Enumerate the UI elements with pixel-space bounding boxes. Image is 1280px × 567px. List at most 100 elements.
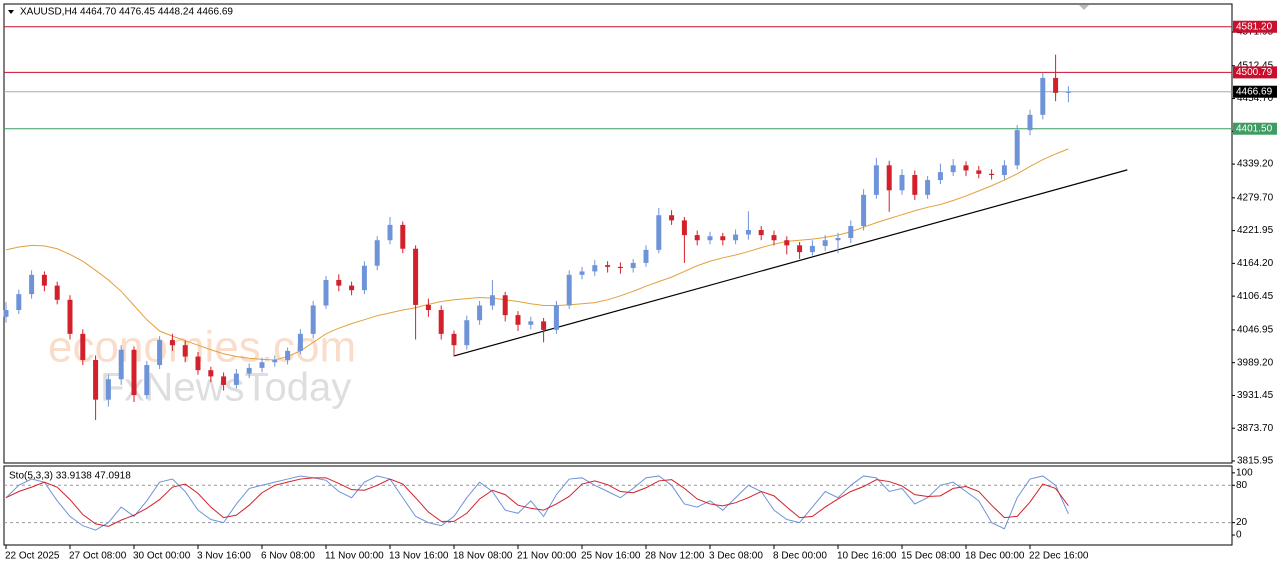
y-tick-label: 4512.45 [1237,60,1274,71]
candle-body [553,305,559,330]
indicator-title: Sto(5,3,3) 33.9138 47.0918 [9,471,131,482]
x-tick-label: 3 Dec 08:00 [709,551,763,562]
price-level-tag [1233,85,1277,98]
menu-arrow[interactable] [8,10,14,14]
trendline [453,169,1128,357]
candle-body [451,333,457,346]
oscillator-line [5,475,1069,531]
candle-body [16,294,22,311]
candle-body [758,230,764,236]
candle-body [464,320,470,346]
candle-body [963,165,969,171]
y-tick-label: 0 [1236,530,1242,541]
candle-body [784,240,790,246]
candle-body [592,265,598,272]
x-tick-label: 8 Dec 00:00 [773,551,827,562]
candle-body [221,376,227,385]
candle-body [835,237,841,241]
candle-body [1040,77,1046,115]
candle-body [93,359,99,400]
candle-body [771,235,777,241]
watermark: FxNewsToday [100,366,351,410]
candle-body [1014,130,1020,166]
oscillator-line [5,477,1069,527]
x-tick-label: 30 Oct 00:00 [133,551,191,562]
candle-body [899,174,905,191]
candle-body [950,165,956,173]
y-tick-label: 4339.20 [1237,159,1274,170]
candle-body [67,299,73,334]
x-tick-label: 25 Nov 16:00 [581,551,641,562]
shift-marker [1079,5,1089,10]
x-tick-label: 28 Nov 12:00 [645,551,705,562]
candle-body [861,194,867,227]
candle-body [400,224,406,249]
candle-body [182,345,188,357]
x-tick-label: 13 Nov 16:00 [389,551,449,562]
candle-body [502,295,508,316]
y-tick-label: 80 [1236,480,1248,491]
sub-frame [3,465,1233,546]
y-tick-label: 3873.70 [1237,423,1274,434]
x-tick-label: 3 Nov 16:00 [197,551,251,562]
candle-body [489,295,495,306]
candle-body [989,173,995,175]
candle-body [323,279,329,306]
candle-body [797,245,803,253]
price-level-label: 4581.20 [1236,21,1273,32]
candle-body [720,236,726,241]
y-tick-label: 4046.95 [1237,325,1274,336]
candle-body [131,349,137,396]
y-tick-label: 4454.70 [1237,93,1274,104]
candle-body [233,373,239,385]
candle-body [477,305,483,321]
candle-body [310,305,316,334]
candle-body [822,240,828,246]
candle-body [694,235,700,241]
x-tick-label: 18 Dec 00:00 [965,551,1025,562]
x-tick-label: 22 Oct 2025 [5,551,60,562]
x-tick-label: 22 Dec 16:00 [1029,551,1089,562]
main-frame [3,3,1233,464]
y-tick-label: 4164.20 [1237,258,1274,269]
x-tick-label: 15 Dec 08:00 [901,551,961,562]
candle-body [144,365,150,396]
y-tick-label: 4279.70 [1237,192,1274,203]
candle-body [541,321,547,330]
candle-body [605,265,611,267]
candle-body [1053,77,1059,93]
candle-body [566,274,572,306]
candle-body [643,249,649,263]
y-tick-label: 3815.95 [1237,456,1274,467]
candle-body [733,234,739,241]
candle-body [272,359,278,363]
x-tick-label: 27 Oct 08:00 [69,551,127,562]
candle-body [3,310,9,317]
candle-body [1027,114,1033,131]
candle-body [118,349,124,380]
candle-body [374,240,380,266]
y-tick-label: 3989.20 [1237,357,1274,368]
candle-body [912,174,918,195]
price-level-label: 4401.50 [1236,123,1273,134]
candle-body [656,215,662,250]
candle-body [80,333,86,360]
price-level-tag [1233,122,1277,135]
price-level-label: 4466.69 [1236,86,1273,97]
candle-body [157,340,163,366]
price-level-tag [1233,66,1277,79]
candle-body [1065,91,1071,93]
candle-body [515,315,521,325]
price-level-label: 4500.79 [1236,67,1273,78]
candle-body [925,180,931,195]
candle-body [413,248,419,305]
candle-body [387,224,393,241]
candle-body [630,262,636,269]
candle-body [285,350,291,360]
x-tick-label: 6 Nov 08:00 [261,551,315,562]
candle-body [886,165,892,191]
candle-body [54,285,60,300]
candle-body [105,379,111,400]
y-tick-label: 4221.95 [1237,225,1274,236]
